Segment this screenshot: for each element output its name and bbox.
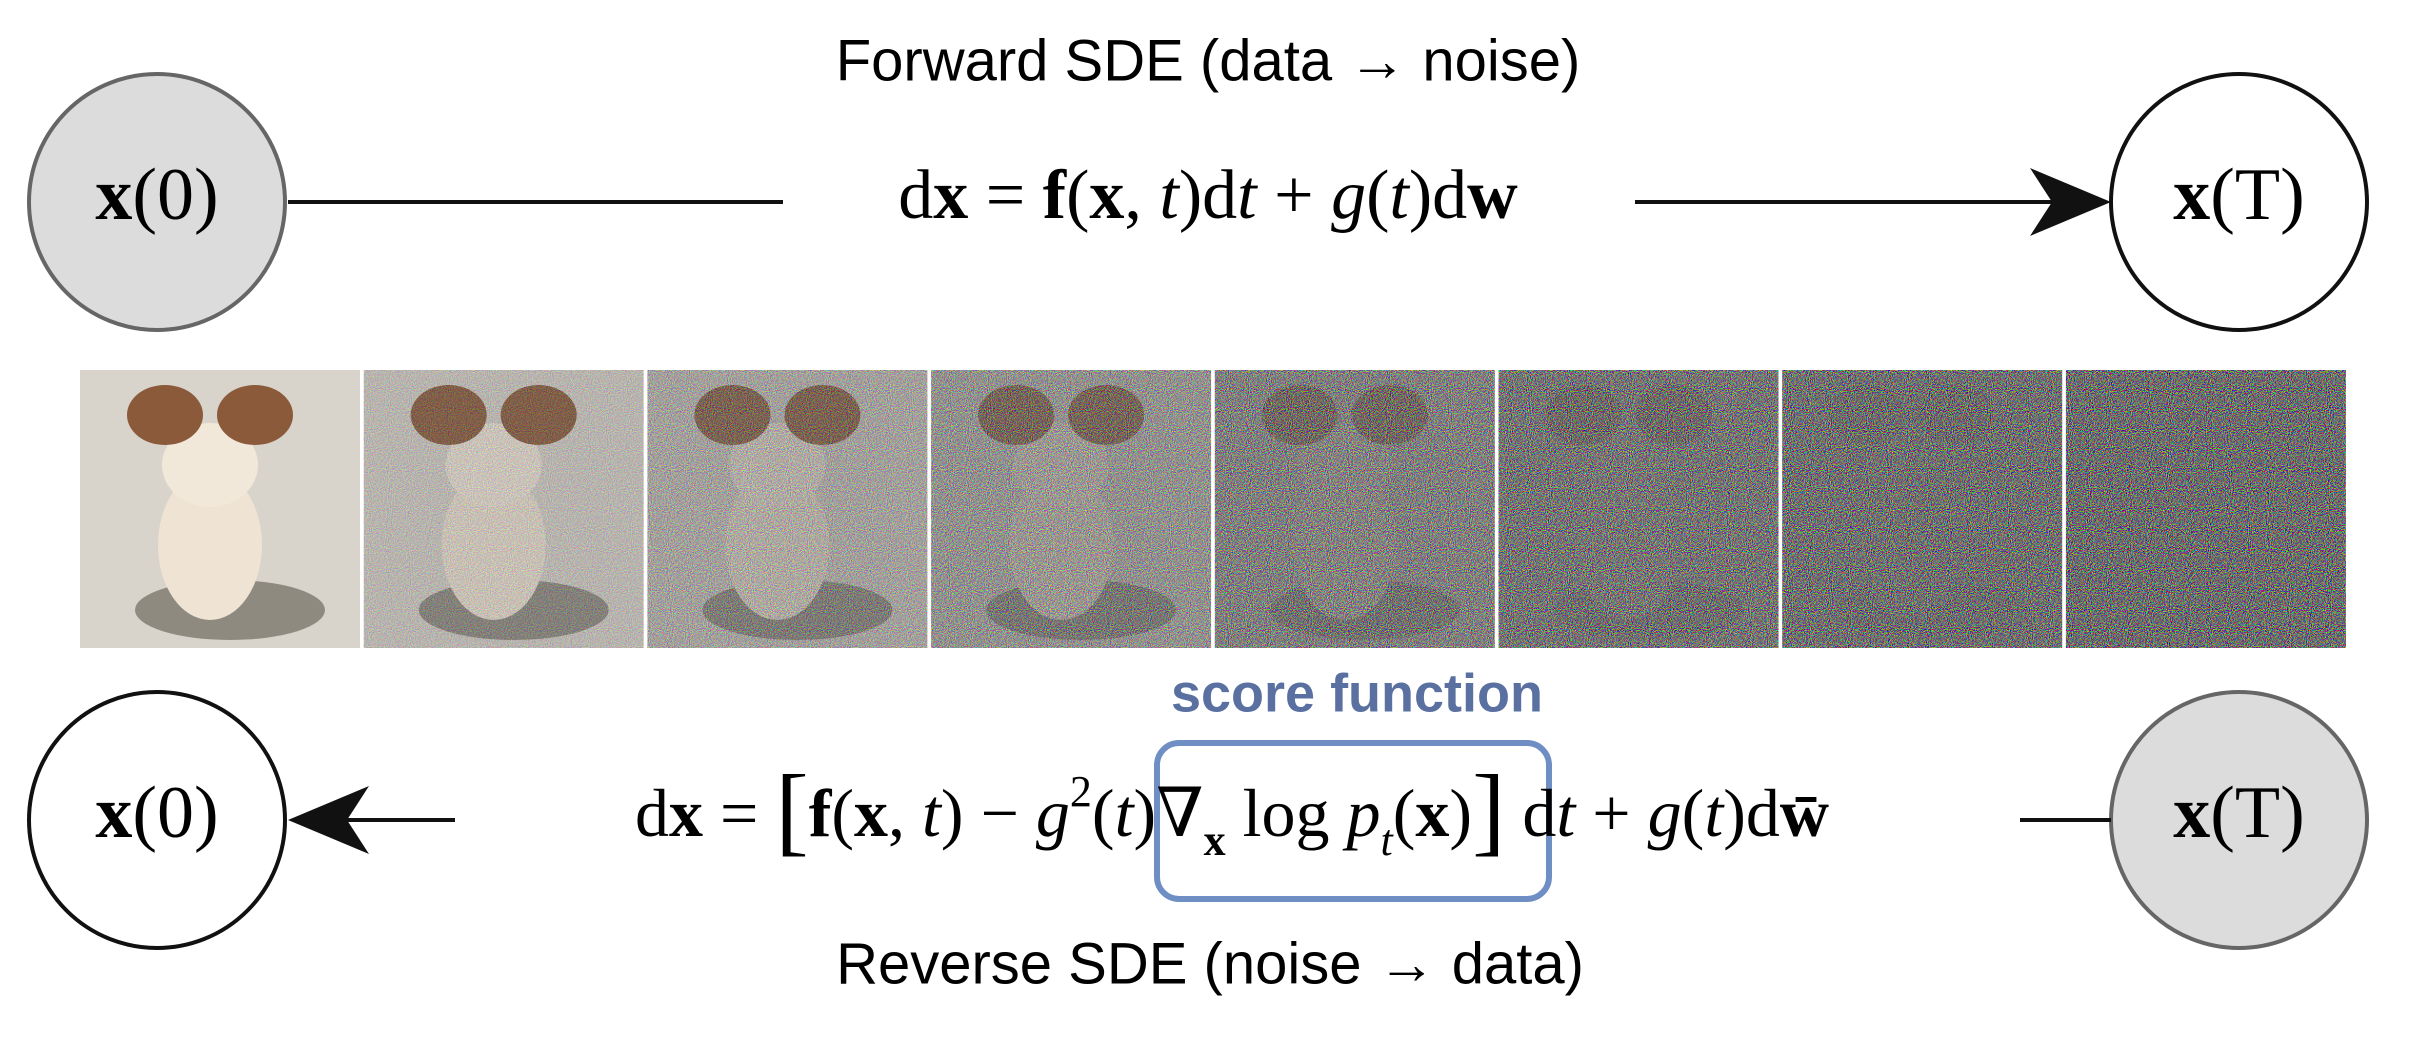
image xyxy=(80,370,360,648)
node xyxy=(27,72,287,332)
node xyxy=(27,690,287,950)
image-panel xyxy=(1214,370,1495,648)
noise xyxy=(1498,370,1779,648)
noise xyxy=(363,370,644,648)
image xyxy=(2065,370,2346,648)
dog-head xyxy=(162,423,258,507)
noise xyxy=(931,370,1212,648)
noise xyxy=(1214,370,1495,648)
forward-equation: dx = f(x, t)dt + g(t)dw xyxy=(898,157,1518,234)
node-label: x(0) xyxy=(95,772,218,854)
reverse-title: Reverse SDE (noise → data) xyxy=(836,931,1584,996)
image-panel xyxy=(1782,370,2063,648)
dog-ear xyxy=(217,385,293,445)
arrowhead xyxy=(288,786,369,854)
dog-ear xyxy=(127,385,203,445)
image xyxy=(363,370,644,648)
dog-body xyxy=(158,470,262,620)
noise xyxy=(1782,370,2063,648)
image-panel xyxy=(80,370,360,648)
score-box xyxy=(1154,740,1552,902)
node-label: x(T) xyxy=(2173,772,2305,854)
forward-title: Forward SDE (data → noise) xyxy=(836,28,1581,93)
image-panel xyxy=(2065,370,2346,648)
node-label: x(0) xyxy=(95,154,218,236)
image xyxy=(1214,370,1495,648)
noise xyxy=(647,370,928,648)
image-panel xyxy=(1498,370,1779,648)
image xyxy=(931,370,1212,648)
noise xyxy=(2065,370,2346,648)
image xyxy=(647,370,928,648)
image-panel xyxy=(647,370,928,648)
score-label: score function xyxy=(1171,663,1543,723)
image xyxy=(1782,370,2063,648)
image xyxy=(1498,370,1779,648)
image-panel xyxy=(363,370,644,648)
arrowhead xyxy=(2030,168,2111,236)
image-strip xyxy=(80,370,2346,648)
node-label: x(T) xyxy=(2173,154,2305,236)
reverse-equation: dx = [f(x, t) − g2(t)∇x log pt(x)] dt + … xyxy=(635,754,1829,865)
image-panel xyxy=(931,370,1212,648)
